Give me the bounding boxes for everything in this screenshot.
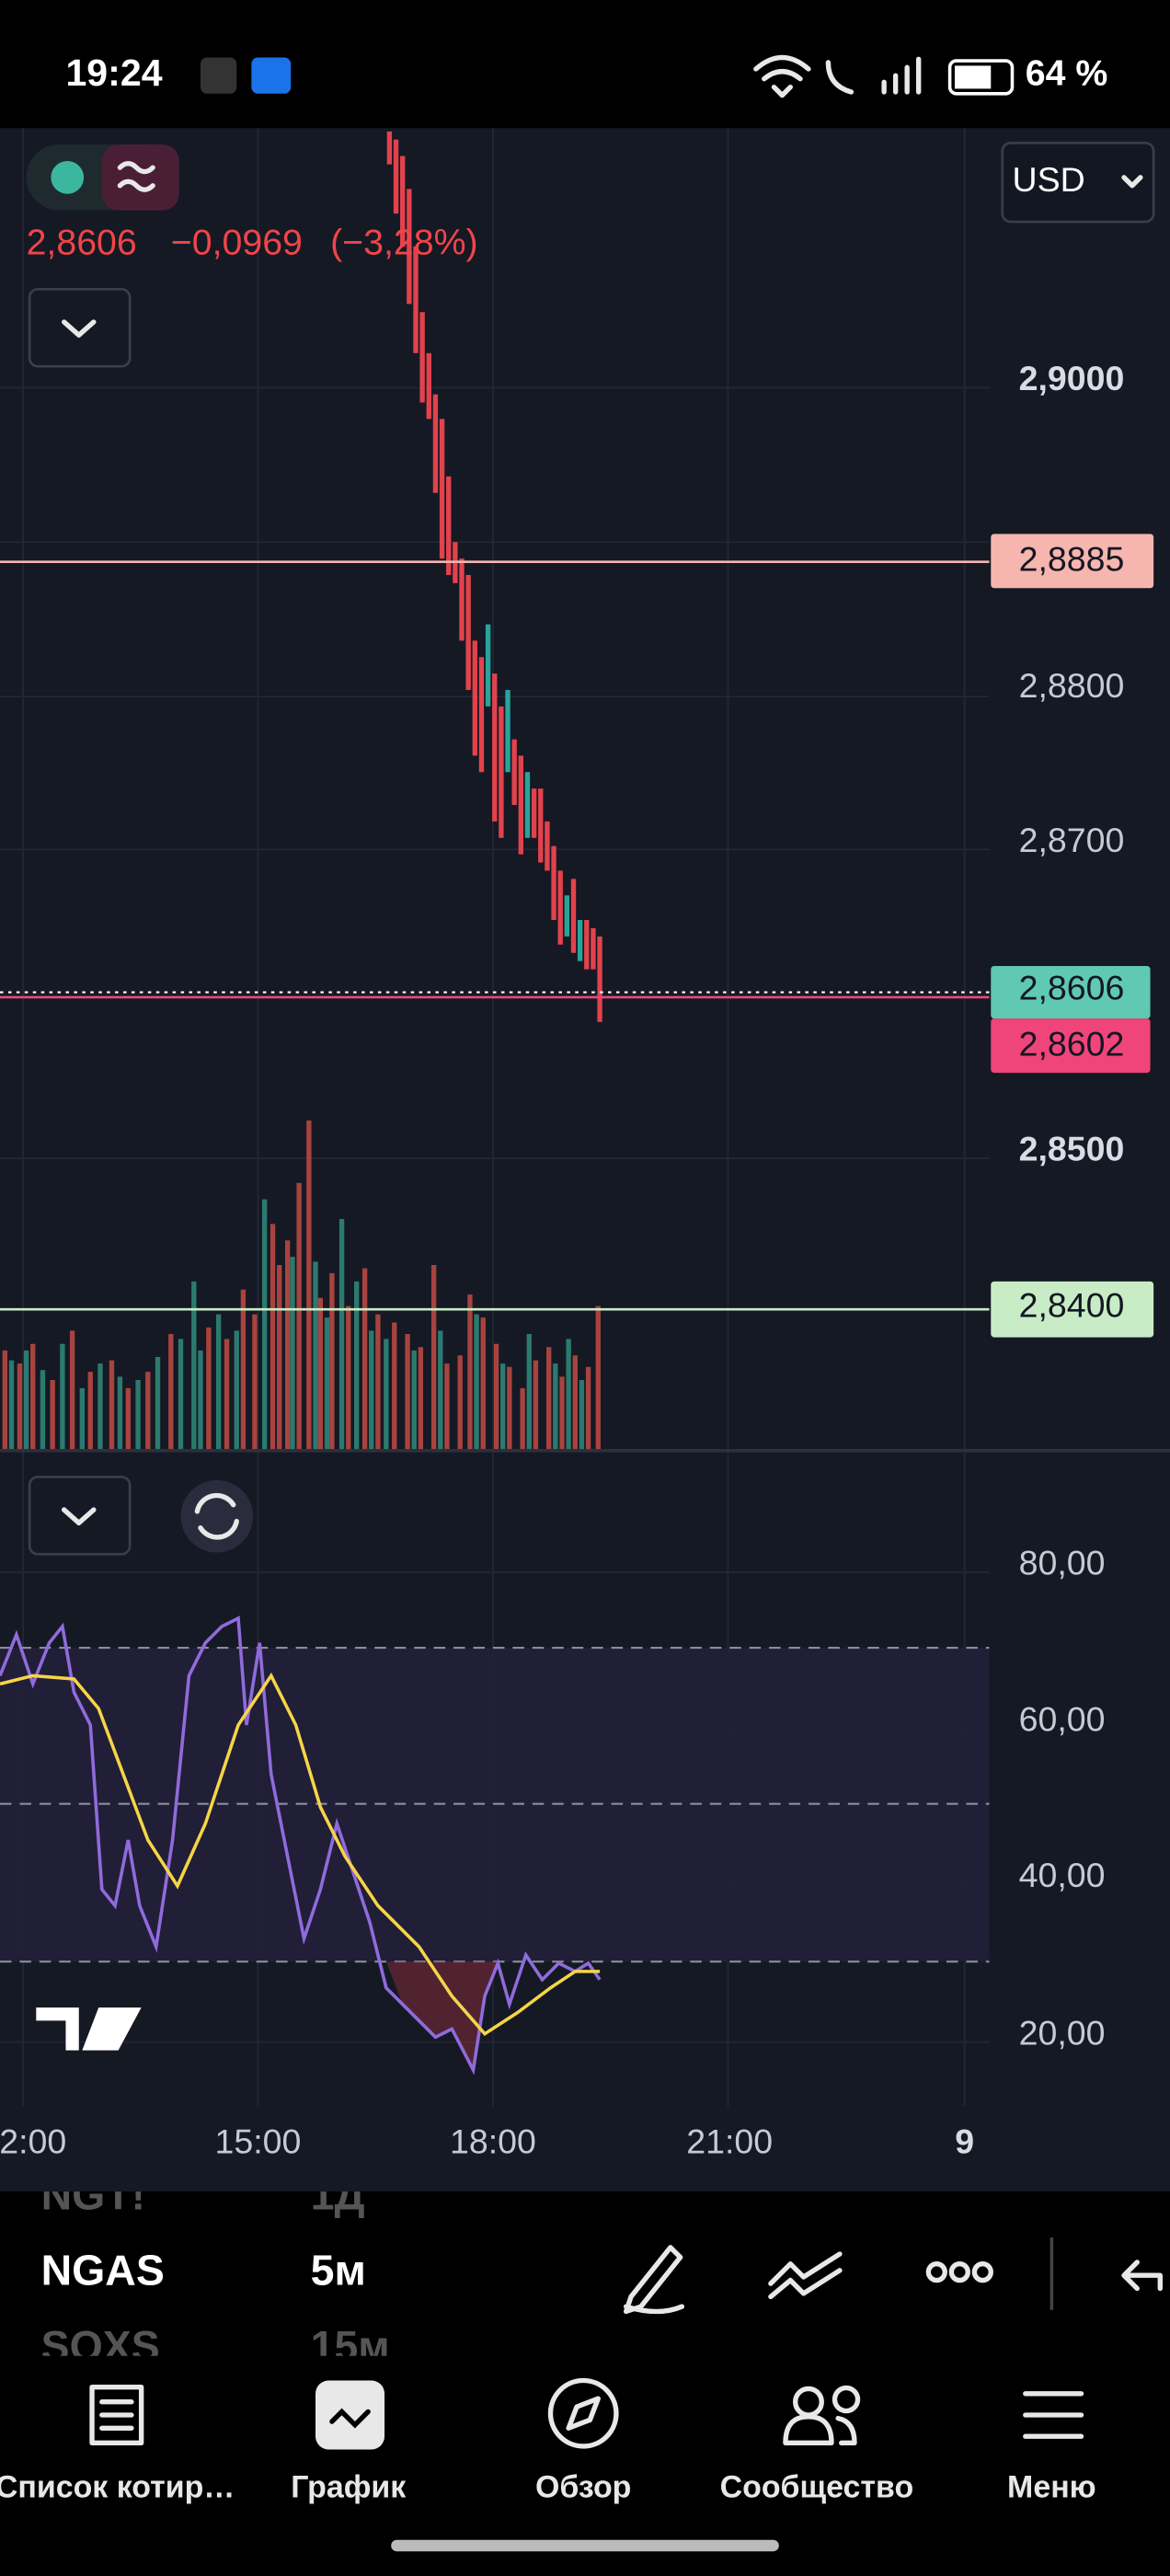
battery-level — [954, 65, 992, 89]
price-tag — [991, 966, 1151, 1019]
symbol: SOXS — [41, 2322, 160, 2370]
community-icon[interactable] — [783, 2385, 861, 2446]
battery-icon — [947, 59, 1015, 96]
app-icon — [200, 57, 237, 94]
time-label: 9 — [955, 2122, 974, 2160]
watchlist-icon[interactable] — [89, 2384, 144, 2446]
trend-tool[interactable] — [768, 2251, 843, 2300]
price-label: 2,8700 — [1019, 821, 1125, 859]
call-icon — [825, 60, 855, 95]
currency: USD — [1012, 160, 1084, 199]
legend-change: −0,0969 — [171, 222, 303, 262]
rsi-label: 20,00 — [1019, 2013, 1106, 2052]
refresh-icon — [194, 1492, 239, 1540]
approx-icon — [117, 161, 155, 192]
chart-icon[interactable] — [315, 2380, 385, 2450]
home-indicator — [391, 2539, 779, 2552]
nav-label[interactable]: График — [291, 2469, 406, 2504]
chevron — [1121, 175, 1143, 189]
bottom-nav — [0, 2357, 1170, 2576]
chevron — [61, 1507, 97, 1526]
price-tag-text: 2,8885 — [1019, 540, 1125, 579]
nav-label[interactable]: Меню — [1007, 2469, 1096, 2504]
status-bar — [0, 0, 1170, 129]
price-tag-text: 2,8606 — [1019, 969, 1125, 1007]
symbol[interactable]: NGAS — [41, 2247, 165, 2294]
symbol: NGT! — [41, 2171, 145, 2219]
candles-up — [485, 624, 583, 961]
price-tag-text: 2,8400 — [1019, 1285, 1125, 1324]
price-label: 2,9000 — [1019, 359, 1125, 397]
signal-icon — [881, 56, 922, 95]
symbol-picker[interactable]: NGT! NGAS SOXS 1Д 5м 15м — [41, 2171, 390, 2370]
rsi-line — [0, 1616, 602, 2076]
price-label: 2,8800 — [1019, 666, 1125, 705]
interval: 1Д — [311, 2171, 365, 2219]
time-label: 15:00 — [215, 2122, 302, 2160]
collapse-button[interactable] — [28, 287, 132, 368]
interval[interactable]: 5м — [311, 2247, 366, 2294]
rsi-label: 60,00 — [1019, 1699, 1106, 1738]
price-label: 2,8500 — [1019, 1130, 1125, 1168]
rsi-label: 40,00 — [1019, 1856, 1106, 1894]
chart-glyph — [329, 2408, 371, 2429]
volume-down — [2, 1120, 601, 1449]
legend-approx — [101, 144, 179, 211]
vpn-icon — [251, 57, 292, 94]
more-button[interactable] — [925, 2261, 993, 2283]
time-label: 18:00 — [450, 2122, 536, 2160]
price-tag-text: 2,8602 — [1019, 1024, 1125, 1063]
candles-down — [386, 131, 602, 1022]
refresh-button[interactable] — [180, 1479, 254, 1553]
interval: 15м — [311, 2322, 390, 2370]
chevron — [61, 319, 97, 338]
price-tag — [991, 1281, 1154, 1338]
battery-text: 64 % — [1026, 53, 1108, 94]
legend-dot — [51, 161, 85, 194]
undo-button[interactable] — [1121, 2260, 1163, 2292]
clock: 19:24 — [65, 52, 162, 94]
price-tag — [991, 534, 1154, 589]
wifi-icon — [753, 54, 811, 98]
nav-label[interactable]: Обзор — [535, 2469, 631, 2504]
nav-label[interactable]: Список котир… — [0, 2469, 235, 2504]
price-tag — [991, 1018, 1151, 1074]
volume-up — [8, 1199, 585, 1449]
time-label: 21:00 — [686, 2122, 773, 2160]
menu-icon[interactable] — [1023, 2391, 1084, 2439]
currency-button[interactable] — [1001, 142, 1155, 224]
legend-price: 2,8606 — [27, 222, 137, 262]
rsi-label: 80,00 — [1019, 1544, 1106, 1582]
time-label: 2:00 — [0, 2122, 66, 2160]
rsi-ma-line — [0, 1672, 601, 2037]
collapse-button[interactable] — [28, 1476, 132, 1556]
draw-tool[interactable] — [623, 2245, 685, 2315]
legend-change-pct: (−3,28%) — [330, 222, 478, 262]
toolbar — [0, 2191, 1170, 2358]
compass — [566, 2396, 601, 2431]
explore-icon[interactable] — [547, 2377, 619, 2449]
tv-logo — [36, 2007, 142, 2051]
oversold-fill — [385, 1961, 499, 2070]
nav-label[interactable]: Сообщество — [720, 2469, 914, 2504]
